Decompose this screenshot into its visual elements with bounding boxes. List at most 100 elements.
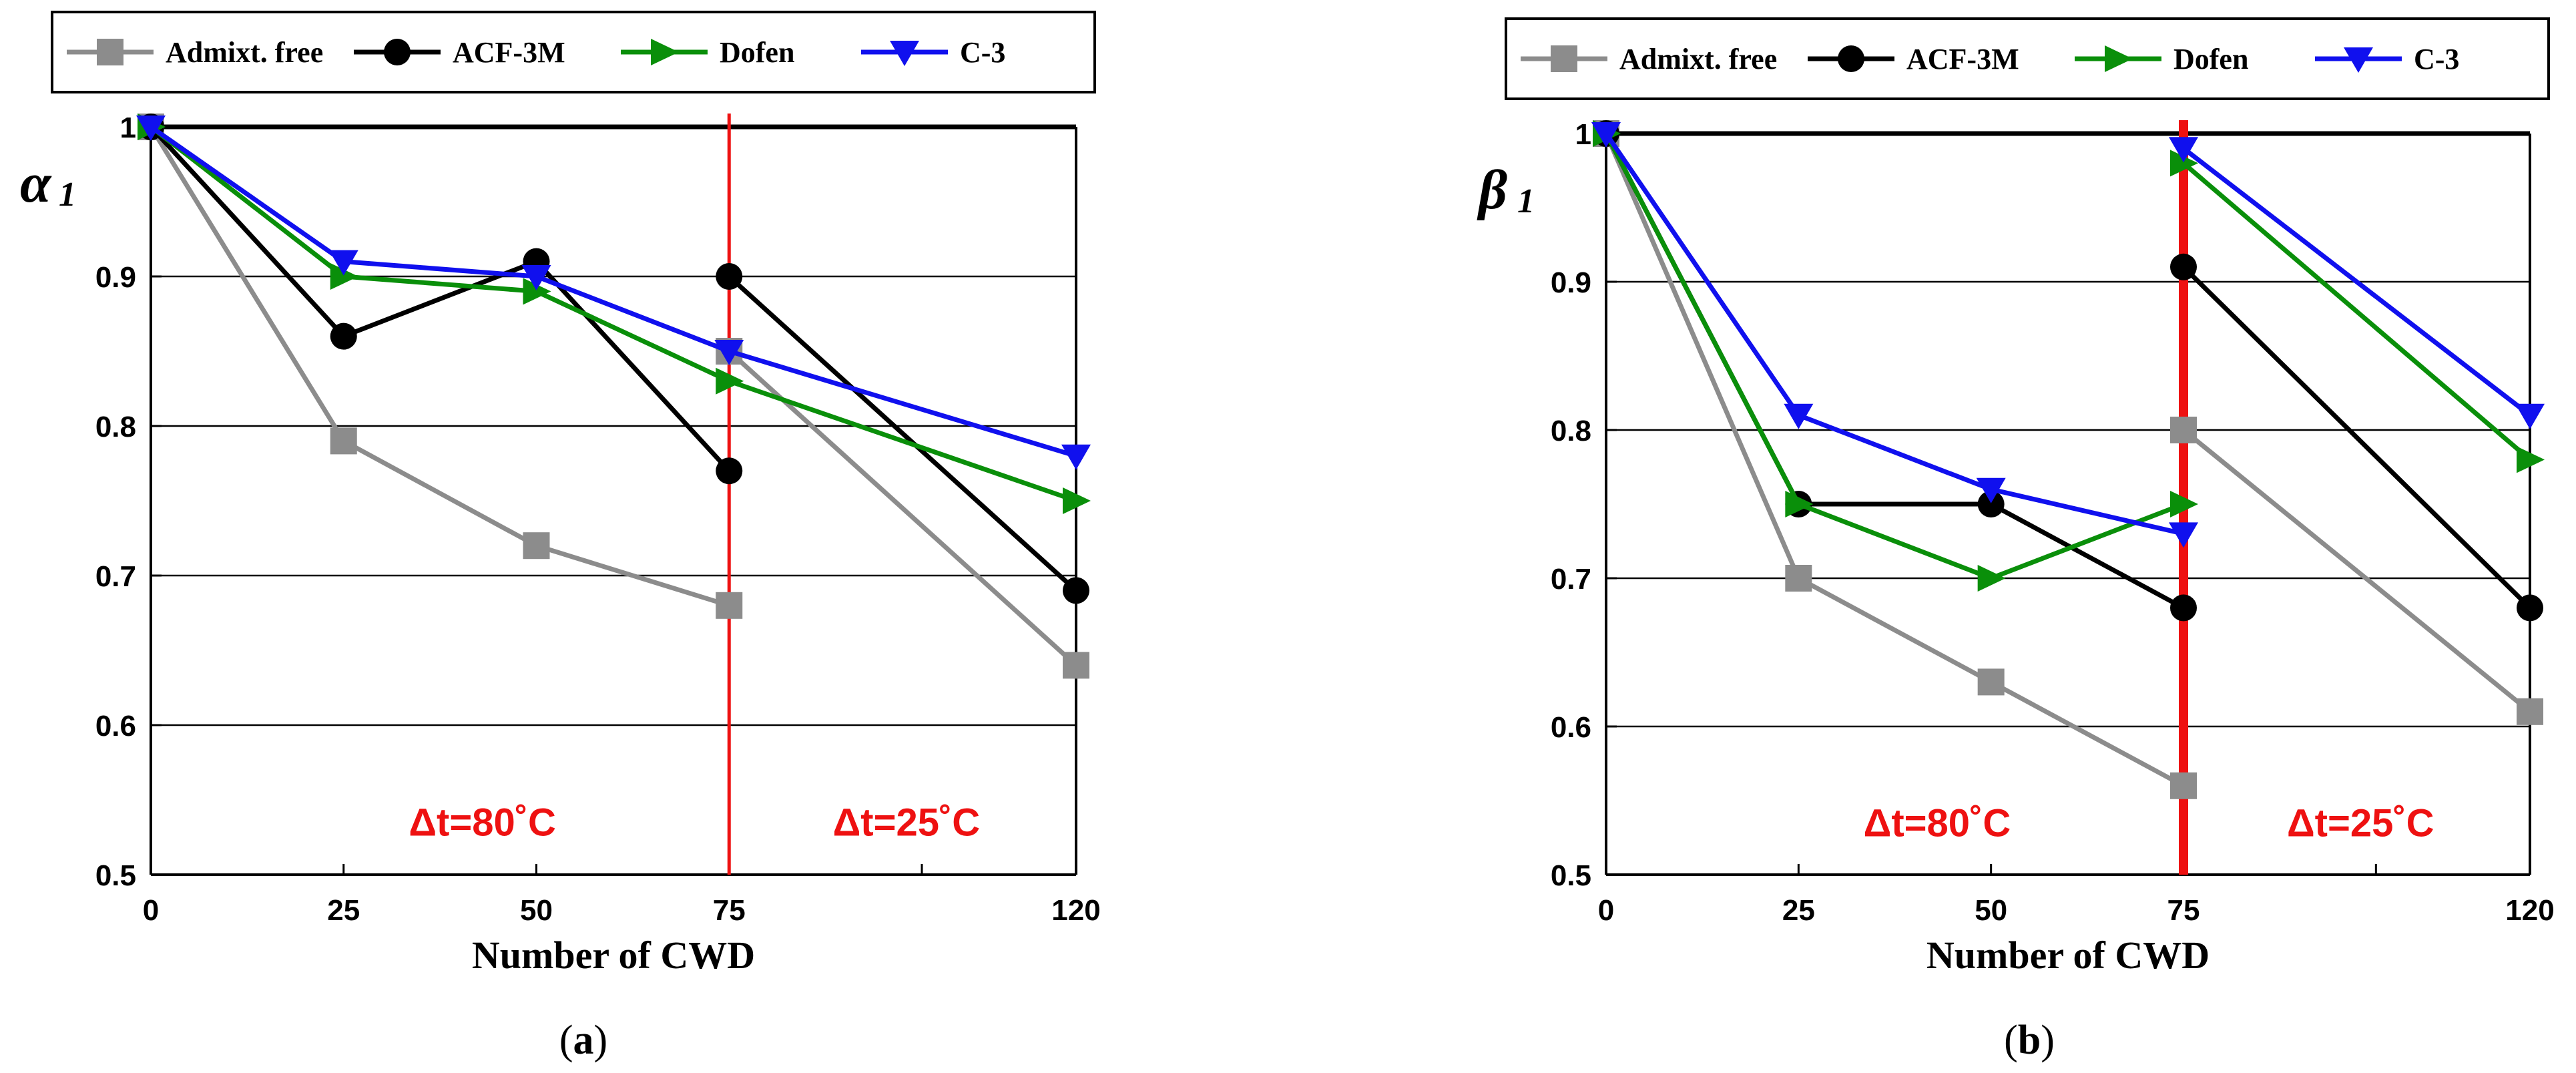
- legend-label: ACF-3M: [453, 36, 565, 69]
- data-point: [330, 427, 357, 455]
- y-tick-label: 0.7: [95, 560, 136, 593]
- series-line: [2181, 428, 2532, 714]
- series-line: [2181, 161, 2532, 462]
- data-point: [716, 367, 744, 395]
- data-point: [330, 323, 357, 350]
- x-tick-label: 0: [1598, 894, 1614, 927]
- data-point: [1785, 491, 1814, 517]
- data-point: [2170, 253, 2197, 280]
- series-line: [149, 126, 730, 608]
- data-point: [1977, 668, 2005, 696]
- data-point: [1784, 403, 1814, 429]
- data-point: [1063, 652, 1089, 679]
- data-point: [1591, 122, 1621, 148]
- y-tick-label: 1: [120, 112, 136, 144]
- x-tick-label: 25: [1782, 894, 1815, 927]
- caption-paren-close: ): [594, 1018, 608, 1063]
- series-line: [1603, 132, 2185, 581]
- legend-marker: [97, 39, 123, 65]
- region-annotation: Δt=25˚C: [833, 801, 981, 845]
- chart-panel-a: 0.5 0.6 0.7 0.8 0.9 1 0 25 50 75 120 Number of CWD α…: [20, 11, 1101, 1063]
- y-tick-label: 0.6: [95, 710, 136, 742]
- legend-label: Admixt. free: [1619, 43, 1777, 75]
- y-tick-label: 0.5: [95, 859, 136, 892]
- series-line: [1603, 132, 2185, 788]
- data-point: [2517, 446, 2545, 473]
- caption-letter: a: [573, 1018, 594, 1063]
- data-point: [1977, 565, 2006, 592]
- data-point: [716, 457, 743, 485]
- y-tick-label: 0.9: [95, 261, 136, 294]
- data-point: [2170, 491, 2198, 517]
- legend-label: Dofen: [2173, 43, 2248, 75]
- legend-marker: [1838, 45, 1864, 72]
- data-point: [1063, 487, 1091, 514]
- x-tick-label: 75: [713, 894, 746, 927]
- data-point: [714, 340, 744, 365]
- series-dofen: [1593, 120, 2545, 592]
- data-point: [2169, 522, 2198, 548]
- data-point: [1063, 577, 1089, 604]
- legend-marker: [384, 39, 411, 65]
- legend-marker: [890, 41, 919, 66]
- data-point: [2170, 150, 2198, 177]
- data-point: [2170, 772, 2197, 799]
- y-tick-label: 0.8: [1551, 415, 1591, 447]
- data-point: [2517, 594, 2543, 622]
- x-tick-label: 0: [143, 894, 159, 927]
- legend: Admixt. free ACF-3M Dofen C-3: [1505, 17, 2550, 100]
- data-point: [1977, 491, 2005, 517]
- x-tick-label: 50: [520, 894, 553, 927]
- legend-marker: [1551, 45, 1577, 72]
- legend-marker: [651, 39, 679, 65]
- y-axis-title-main: β: [1477, 159, 1507, 221]
- region-annotation: Δt=25˚C: [2287, 801, 2434, 845]
- data-point: [328, 250, 358, 276]
- region-annotation: Δt=80˚C: [1864, 801, 2011, 845]
- y-axis-title: α: [20, 152, 52, 214]
- data-point: [2515, 403, 2545, 429]
- data-point: [716, 263, 743, 290]
- legend-label: Dofen: [720, 36, 794, 69]
- data-point: [330, 263, 358, 290]
- legend-label: C-3: [2414, 43, 2459, 75]
- y-tick-label: 0.5: [1551, 859, 1591, 892]
- data-point: [523, 532, 550, 560]
- data-point: [136, 116, 166, 141]
- y-axis-title-main: α: [20, 152, 52, 214]
- data-point: [521, 265, 551, 290]
- series-line: [2181, 265, 2532, 610]
- data-point: [1976, 477, 2006, 503]
- data-point: [2170, 594, 2197, 622]
- caption-paren-open: (: [2004, 1018, 2018, 1063]
- y-tick-label: 0.8: [95, 411, 136, 443]
- y-tick-label: 0.6: [1551, 711, 1591, 744]
- y-axis-title-subscript: 1: [1517, 182, 1535, 220]
- panel-caption: (b): [2004, 1018, 2055, 1063]
- legend-marker: [2105, 45, 2133, 72]
- legend: Admixt. free ACF-3M Dofen C-3: [51, 11, 1096, 93]
- data-point: [523, 278, 551, 305]
- series-line: [727, 349, 1078, 667]
- data-point: [1785, 565, 1812, 592]
- x-tick-label: 75: [2167, 894, 2200, 927]
- panel-caption: (a): [559, 1018, 607, 1063]
- x-tick-label: 120: [2505, 894, 2554, 927]
- series-c-3: [1591, 122, 2545, 548]
- y-tick-label: 1: [1575, 118, 1591, 151]
- legend-label: ACF-3M: [1906, 43, 2019, 75]
- legend-label: Admixt. free: [166, 36, 323, 69]
- data-point: [2517, 698, 2543, 725]
- caption-letter: b: [2018, 1018, 2041, 1063]
- x-axis-title: Number of CWD: [1926, 933, 2210, 977]
- data-point: [2170, 417, 2197, 443]
- data-point: [2169, 137, 2198, 163]
- caption-paren-close: ): [2041, 1018, 2055, 1063]
- data-point: [1061, 444, 1091, 470]
- y-axis-title: β: [1477, 159, 1507, 221]
- caption-paren-open: (: [559, 1018, 573, 1063]
- legend-label: C-3: [960, 36, 1005, 69]
- x-axis-title: Number of CWD: [472, 933, 755, 977]
